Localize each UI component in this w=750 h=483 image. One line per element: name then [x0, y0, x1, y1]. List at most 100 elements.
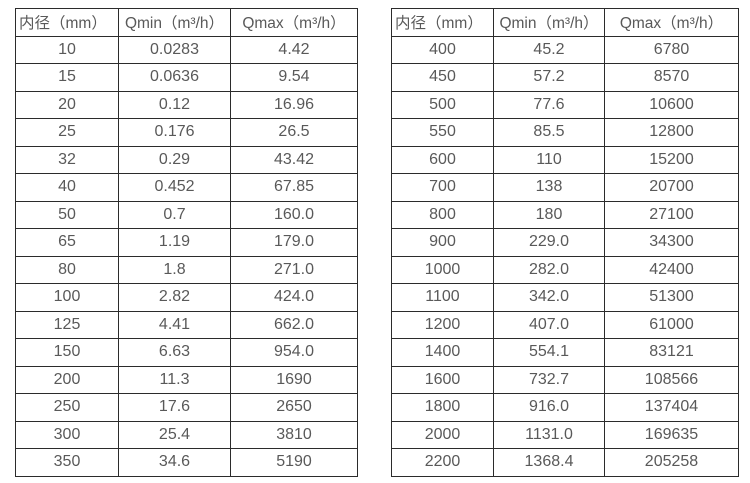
header-qmin: Qmin（m³/h）: [493, 8, 605, 37]
table-cell: 8570: [604, 63, 739, 92]
table-row: 50 0.7 160.0: [15, 200, 358, 229]
table-row: 550 85.5 12800: [391, 118, 739, 147]
table-cell: 1400: [391, 338, 494, 367]
header-row: 内径（mm） Qmin（m³/h） Qmax（m³/h）: [15, 8, 358, 37]
table-cell: 57.2: [493, 63, 605, 92]
table-row: 20 0.12 16.96: [15, 90, 358, 119]
table-cell: 43.42: [230, 145, 358, 174]
table-cell: 0.7: [118, 200, 231, 229]
table-cell: 10600: [604, 90, 739, 119]
table-cell: 3810: [230, 420, 358, 449]
table-cell: 732.7: [493, 365, 605, 394]
table-row: 40 0.452 67.85: [15, 173, 358, 202]
table-cell: 12800: [604, 118, 739, 147]
table-cell: 300: [15, 420, 119, 449]
table-row: 700 138 20700: [391, 173, 739, 202]
table-row: 125 4.41 662.0: [15, 310, 358, 339]
table-row: 15 0.0636 9.54: [15, 63, 358, 92]
table-cell: 137404: [604, 393, 739, 422]
table-cell: 424.0: [230, 283, 358, 312]
table-cell: 25.4: [118, 420, 231, 449]
table-cell: 32: [15, 145, 119, 174]
header-inner-diameter: 内径（mm）: [15, 8, 119, 37]
table-cell: 179.0: [230, 228, 358, 257]
table-cell: 15200: [604, 145, 739, 174]
table-row: 100 2.82 424.0: [15, 283, 358, 312]
table-cell: 61000: [604, 310, 739, 339]
table-cell: 662.0: [230, 310, 358, 339]
table-row: 900 229.0 34300: [391, 228, 739, 257]
table-cell: 450: [391, 63, 494, 92]
table-row: 10 0.0283 4.42: [15, 35, 358, 64]
table-cell: 83121: [604, 338, 739, 367]
table-row: 25 0.176 26.5: [15, 118, 358, 147]
table-cell: 27100: [604, 200, 739, 229]
table-cell: 1800: [391, 393, 494, 422]
table-cell: 34300: [604, 228, 739, 257]
table-cell: 40: [15, 173, 119, 202]
table-row: 350 34.6 5190: [15, 448, 358, 477]
header-row: 内径（mm） Qmin（m³/h） Qmax（m³/h）: [391, 8, 739, 37]
table-cell: 700: [391, 173, 494, 202]
table-cell: 600: [391, 145, 494, 174]
table-cell: 100: [15, 283, 119, 312]
table-cell: 1200: [391, 310, 494, 339]
table-cell: 125: [15, 310, 119, 339]
table-cell: 45.2: [493, 35, 605, 64]
header-inner-diameter: 内径（mm）: [391, 8, 494, 37]
table-cell: 1100: [391, 283, 494, 312]
table-cell: 16.96: [230, 90, 358, 119]
table-cell: 350: [15, 448, 119, 477]
table-cell: 77.6: [493, 90, 605, 119]
table-cell: 2650: [230, 393, 358, 422]
table-cell: 800: [391, 200, 494, 229]
table-cell: 5190: [230, 448, 358, 477]
table-cell: 42400: [604, 255, 739, 284]
table-cell: 9.54: [230, 63, 358, 92]
table-cell: 34.6: [118, 448, 231, 477]
table-cell: 85.5: [493, 118, 605, 147]
table-cell: 554.1: [493, 338, 605, 367]
table-cell: 2000: [391, 420, 494, 449]
table-cell: 65: [15, 228, 119, 257]
table-row: 200 11.3 1690: [15, 365, 358, 394]
table-row: 1100 342.0 51300: [391, 283, 739, 312]
table-cell: 26.5: [230, 118, 358, 147]
table-row: 150 6.63 954.0: [15, 338, 358, 367]
table-row: 250 17.6 2650: [15, 393, 358, 422]
table-cell: 229.0: [493, 228, 605, 257]
table-cell: 4.41: [118, 310, 231, 339]
table-row: 400 45.2 6780: [391, 35, 739, 64]
table-row: 65 1.19 179.0: [15, 228, 358, 257]
table-cell: 500: [391, 90, 494, 119]
header-qmax: Qmax（m³/h）: [230, 8, 358, 37]
table-cell: 205258: [604, 448, 739, 477]
table-cell: 0.12: [118, 90, 231, 119]
table-row: 500 77.6 10600: [391, 90, 739, 119]
table-cell: 1000: [391, 255, 494, 284]
table-cell: 400: [391, 35, 494, 64]
table-cell: 11.3: [118, 365, 231, 394]
table-cell: 180: [493, 200, 605, 229]
table-cell: 51300: [604, 283, 739, 312]
table-row: 2200 1368.4 205258: [391, 448, 739, 477]
table-row: 1000 282.0 42400: [391, 255, 739, 284]
flow-table-large-diameters: 内径（mm） Qmin（m³/h） Qmax（m³/h） 400 45.2 6780…: [391, 8, 739, 477]
table-cell: 1368.4: [493, 448, 605, 477]
header-qmax: Qmax（m³/h）: [604, 8, 739, 37]
table-cell: 1131.0: [493, 420, 605, 449]
table-cell: 0.0636: [118, 63, 231, 92]
table-cell: 20700: [604, 173, 739, 202]
table-cell: 25: [15, 118, 119, 147]
table-cell: 0.452: [118, 173, 231, 202]
table-cell: 67.85: [230, 173, 358, 202]
table-row: 32 0.29 43.42: [15, 145, 358, 174]
table-cell: 342.0: [493, 283, 605, 312]
table-row: 450 57.2 8570: [391, 63, 739, 92]
table-cell: 160.0: [230, 200, 358, 229]
table-cell: 10: [15, 35, 119, 64]
table-cell: 1600: [391, 365, 494, 394]
table-cell: 4.42: [230, 35, 358, 64]
table-cell: 80: [15, 255, 119, 284]
